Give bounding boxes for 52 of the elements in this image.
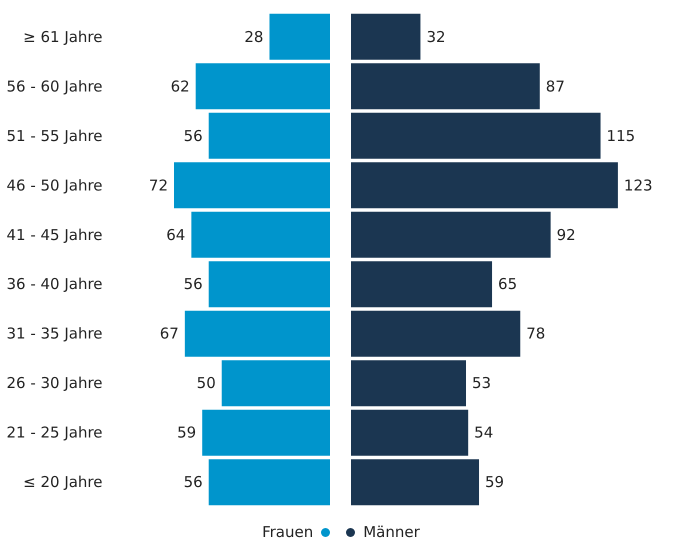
bar [202, 410, 330, 456]
data-label: 53 [472, 374, 492, 392]
data-label: 72 [148, 176, 168, 194]
bar [351, 162, 618, 208]
bar [351, 261, 492, 308]
bar [208, 112, 330, 159]
data-label: 78 [526, 324, 546, 343]
data-label: 92 [556, 226, 576, 244]
bar [351, 360, 466, 406]
data-label: 67 [160, 324, 179, 343]
bar [184, 310, 330, 357]
data-label: 56 [184, 473, 203, 492]
bar [196, 63, 330, 110]
bar [351, 410, 468, 456]
data-label: 59 [177, 424, 196, 442]
y-tick-label: 46 - 50 Jahre [6, 176, 102, 194]
data-label: 123 [624, 176, 653, 194]
data-label: 87 [546, 77, 566, 96]
data-label: 56 [184, 275, 203, 294]
data-label: 32 [426, 28, 446, 46]
y-tick-label: 51 - 55 Jahre [6, 126, 102, 145]
data-label: 54 [474, 424, 494, 442]
data-label: 64 [166, 226, 186, 244]
legend-label: Frauen [262, 523, 314, 541]
bar [351, 14, 421, 60]
bar [222, 360, 330, 406]
data-label: 50 [196, 374, 216, 392]
data-label: 65 [498, 275, 518, 294]
bar [208, 459, 330, 506]
data-label: 115 [606, 126, 636, 145]
y-tick-label: 41 - 45 Jahre [6, 226, 102, 244]
data-label: 28 [244, 28, 264, 46]
bar [351, 459, 480, 506]
data-label: 56 [184, 126, 203, 145]
bar [351, 212, 551, 258]
bar [208, 261, 330, 308]
bar [351, 112, 601, 159]
y-tick-label: 21 - 25 Jahre [6, 424, 102, 442]
bar [174, 162, 330, 208]
data-label: 62 [170, 77, 190, 96]
y-tick-label: ≤ 20 Jahre [23, 473, 102, 492]
bar [351, 63, 540, 110]
y-tick-label: 56 - 60 Jahre [6, 77, 102, 96]
y-tick-label: 26 - 30 Jahre [6, 374, 102, 392]
y-tick-label: 31 - 35 Jahre [6, 324, 102, 343]
bar [269, 14, 330, 60]
y-tick-label: ≥ 61 Jahre [23, 28, 102, 46]
data-label: 59 [485, 473, 504, 492]
bar [191, 212, 330, 258]
legend-label: Männer [363, 523, 420, 541]
y-tick-label: 36 - 40 Jahre [6, 275, 102, 294]
bar [351, 310, 520, 357]
